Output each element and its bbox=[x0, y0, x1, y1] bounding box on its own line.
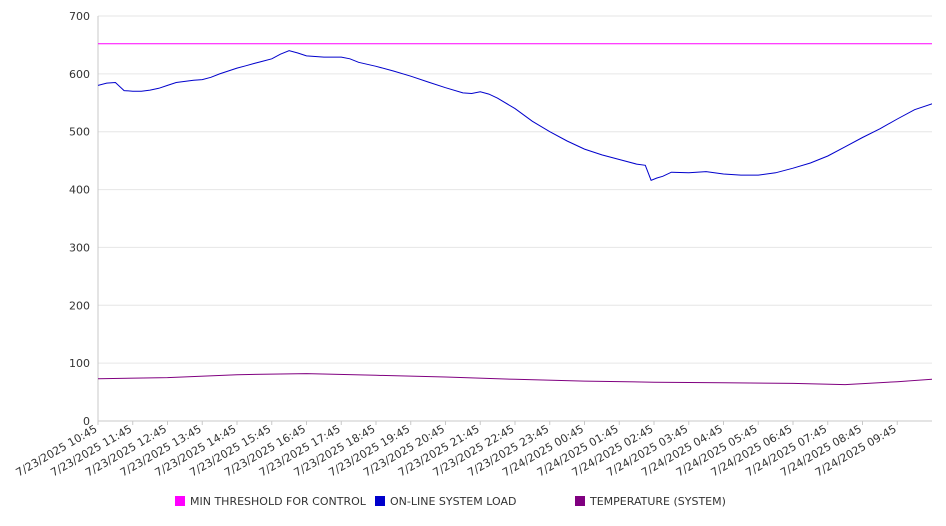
legend-swatch bbox=[175, 496, 185, 506]
series-line-2 bbox=[98, 50, 932, 181]
axes bbox=[97, 16, 932, 425]
legend: MIN THRESHOLD FOR CONTROL ON-LINE SYSTEM … bbox=[175, 495, 726, 508]
y-tick-label: 500 bbox=[69, 126, 90, 139]
y-tick-label: 200 bbox=[69, 299, 90, 312]
legend-label: TEMPERATURE (SYSTEM) bbox=[589, 495, 726, 508]
series-line-3 bbox=[98, 373, 932, 386]
y-tick-label: 0 bbox=[83, 415, 90, 428]
gridlines bbox=[98, 15, 932, 364]
x-tick-labels: 7/23/2025 10:457/23/2025 11:457/23/2025 … bbox=[14, 422, 899, 479]
y-tick-label: 600 bbox=[69, 68, 90, 81]
y-tick-label: 400 bbox=[69, 184, 90, 197]
y-tick-label: 700 bbox=[69, 10, 90, 23]
y-tick-label: 100 bbox=[69, 357, 90, 370]
legend-label: ON-LINE SYSTEM LOAD bbox=[390, 495, 516, 508]
y-tick-labels: 0 100 200 300 400 500 600 700 bbox=[69, 10, 90, 428]
series-lines bbox=[98, 43, 932, 386]
legend-swatch bbox=[375, 496, 385, 506]
legend-swatch bbox=[575, 496, 585, 506]
legend-label: MIN THRESHOLD FOR CONTROL bbox=[190, 495, 367, 508]
y-tick-label: 300 bbox=[69, 241, 90, 254]
